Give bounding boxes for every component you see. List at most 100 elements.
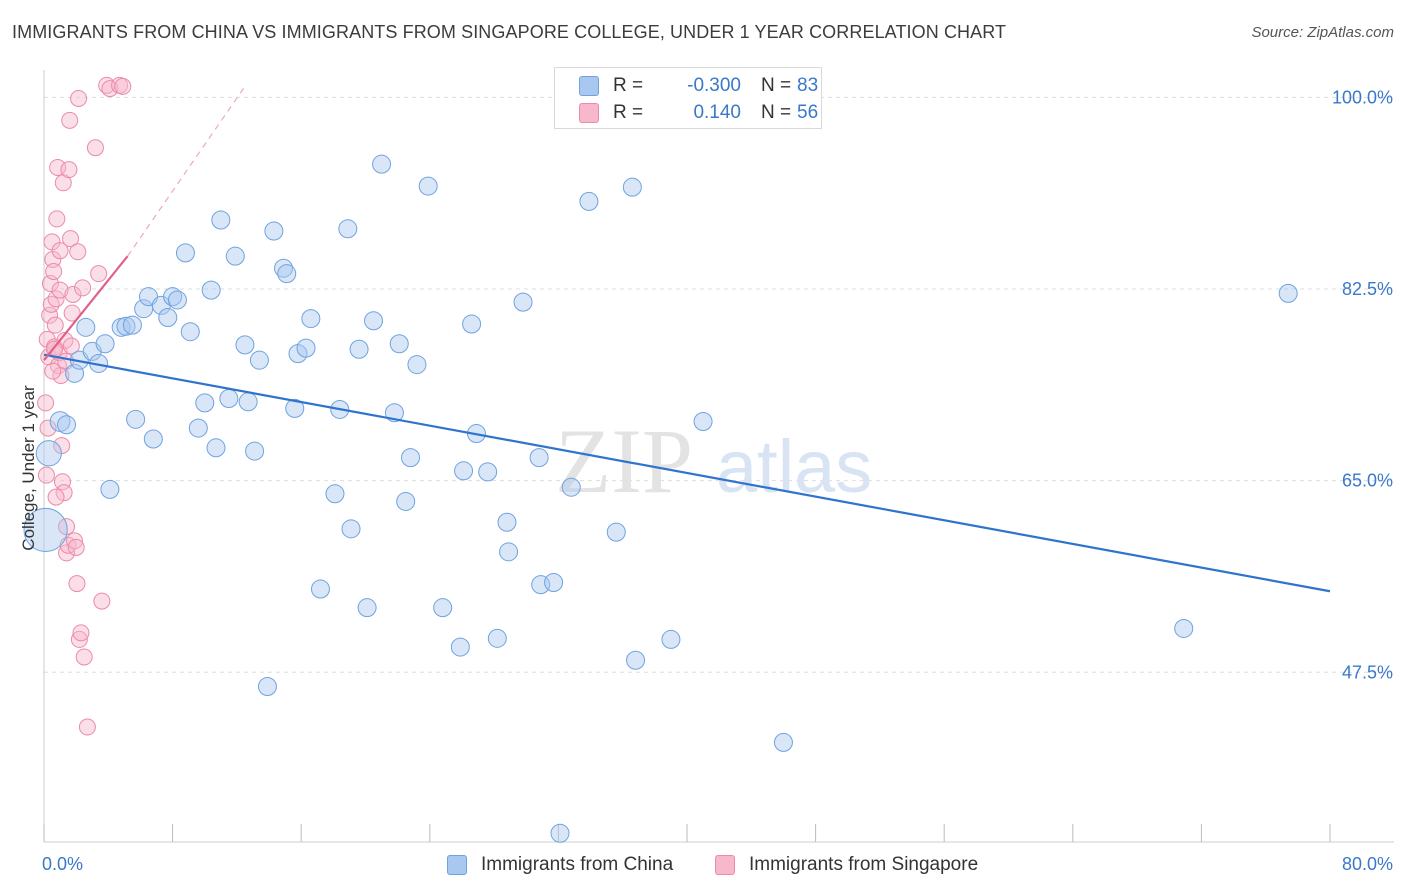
point-china-1 <box>35 440 62 467</box>
point-singapore-14 <box>48 210 66 228</box>
point-singapore-13 <box>47 290 65 308</box>
point-china-34 <box>249 350 269 370</box>
y-tick-label-0: 47.5% <box>1342 662 1393 682</box>
point-china-32 <box>238 392 258 412</box>
point-china-64 <box>487 628 507 648</box>
point-china-39 <box>285 398 305 418</box>
point-singapore-44 <box>86 139 104 157</box>
trend-lines <box>43 86 1331 593</box>
legend-swatch-china <box>447 855 467 875</box>
point-china-41 <box>296 338 316 358</box>
watermark: ZIP atlas <box>555 410 872 512</box>
point-singapore-55 <box>51 242 69 260</box>
point-singapore-42 <box>75 648 93 666</box>
point-china-46 <box>338 219 358 239</box>
point-china-51 <box>372 154 392 174</box>
point-singapore-53 <box>47 488 65 506</box>
point-china-63 <box>478 462 498 482</box>
point-singapore-34 <box>66 532 84 550</box>
point-singapore-43 <box>78 718 96 736</box>
chart-source: Source: ZipAtlas.com <box>1251 24 1394 41</box>
legend-label-singapore: Immigrants from Singapore <box>749 854 979 875</box>
point-china-47 <box>341 519 361 539</box>
point-singapore-36 <box>68 575 86 593</box>
point-china-48 <box>349 339 369 359</box>
point-china-57 <box>418 176 438 196</box>
point-singapore-32 <box>63 304 81 322</box>
point-china-31 <box>235 335 255 355</box>
n-label: N = <box>761 102 792 123</box>
point-singapore-12 <box>46 316 64 334</box>
point-china-13 <box>122 315 142 335</box>
point-china-71 <box>550 823 570 843</box>
point-singapore-35 <box>67 538 85 556</box>
point-china-24 <box>188 418 208 438</box>
series-legend: Immigrants from China Immigrants from Si… <box>0 850 1406 880</box>
point-singapore-29 <box>61 111 79 129</box>
point-china-49 <box>357 598 377 618</box>
point-singapore-7 <box>42 295 60 313</box>
point-singapore-18 <box>51 281 69 299</box>
point-china-65 <box>497 512 517 532</box>
point-singapore-31 <box>62 337 80 355</box>
legend-swatch-china <box>579 76 599 96</box>
point-china-66 <box>499 542 519 562</box>
point-china-6 <box>76 317 96 337</box>
point-singapore-46 <box>93 592 111 610</box>
point-singapore-9 <box>44 250 62 268</box>
point-china-26 <box>201 280 221 300</box>
point-china-76 <box>626 650 646 670</box>
point-singapore-50 <box>114 77 132 95</box>
axes <box>43 70 1394 843</box>
point-singapore-28 <box>60 161 78 179</box>
trend-line-singapore-extension <box>127 86 246 257</box>
point-singapore-39 <box>70 630 88 648</box>
point-china-80 <box>1174 618 1194 638</box>
point-china-52 <box>389 334 409 354</box>
legend-label-china: Immigrants from China <box>481 854 674 875</box>
point-singapore-5 <box>41 306 59 324</box>
grid-lines <box>44 96 1394 673</box>
x-tick-label-0: 0.0% <box>42 854 83 874</box>
y-axis-label: College, Under 1 year <box>19 385 38 551</box>
point-china-70 <box>544 572 564 592</box>
point-china-54 <box>396 491 416 511</box>
trend-line-singapore <box>43 255 129 361</box>
point-china-27 <box>206 438 226 458</box>
series-china-points <box>23 103 1298 843</box>
point-china-60 <box>454 461 474 481</box>
point-singapore-21 <box>53 473 71 491</box>
point-singapore-23 <box>55 484 73 502</box>
legend-swatch-singapore <box>715 855 735 875</box>
point-china-81 <box>1278 283 1298 303</box>
r-value: -0.300 <box>687 75 741 96</box>
point-china-23 <box>180 322 200 342</box>
point-singapore-33 <box>64 285 82 303</box>
point-china-74 <box>606 522 626 542</box>
series-singapore-points <box>37 76 132 736</box>
point-china-61 <box>462 314 482 334</box>
point-singapore-45 <box>90 265 108 283</box>
point-singapore-41 <box>74 279 92 297</box>
point-china-12 <box>116 316 136 336</box>
r-value: 0.140 <box>693 102 741 123</box>
n-value: 56 <box>797 102 819 123</box>
point-singapore-37 <box>69 243 87 261</box>
point-china-3 <box>57 415 77 435</box>
point-china-79 <box>773 732 793 752</box>
point-china-33 <box>245 441 265 461</box>
point-singapore-48 <box>101 80 119 98</box>
point-china-0 <box>23 507 68 553</box>
point-china-19 <box>158 307 178 327</box>
watermark-atlas: atlas <box>716 425 872 508</box>
point-singapore-40 <box>72 624 90 642</box>
point-china-21 <box>167 290 187 310</box>
legend-swatch-singapore <box>579 103 599 123</box>
point-china-38 <box>277 264 297 284</box>
point-singapore-10 <box>45 262 63 280</box>
point-china-50 <box>364 311 384 331</box>
point-china-9 <box>95 334 115 354</box>
point-china-55 <box>401 448 421 468</box>
point-singapore-15 <box>49 158 67 176</box>
